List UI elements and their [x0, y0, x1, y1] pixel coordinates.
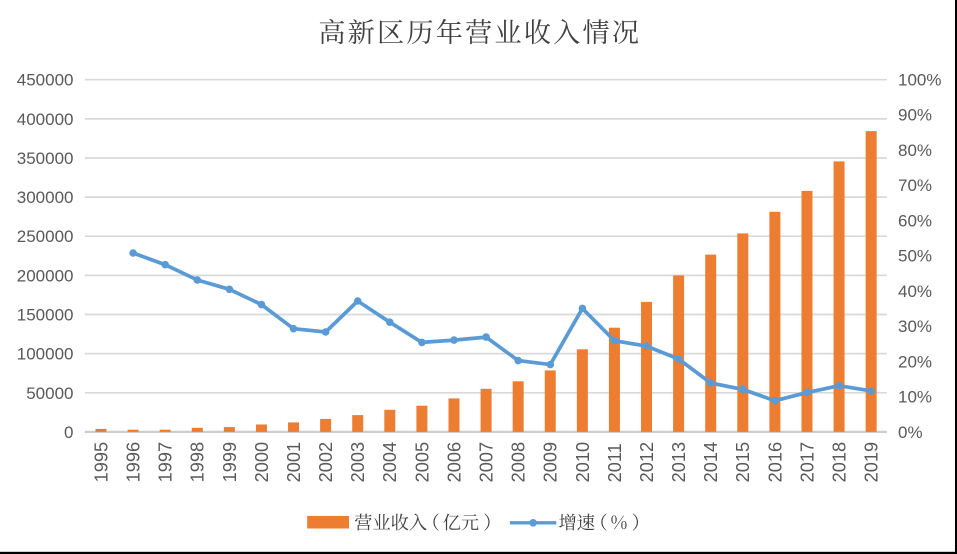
svg-text:2001: 2001	[284, 442, 304, 482]
svg-text:200000: 200000	[17, 266, 74, 285]
svg-text:2002: 2002	[316, 442, 336, 482]
svg-text:2003: 2003	[348, 442, 368, 482]
svg-text:2007: 2007	[477, 442, 497, 482]
svg-text:2000: 2000	[252, 442, 272, 482]
svg-text:1999: 1999	[220, 442, 240, 482]
svg-text:2004: 2004	[380, 442, 400, 482]
svg-text:250000: 250000	[17, 227, 74, 246]
svg-text:50%: 50%	[898, 247, 932, 266]
svg-text:2005: 2005	[412, 442, 432, 482]
svg-text:60%: 60%	[898, 212, 932, 231]
svg-text:2006: 2006	[444, 442, 464, 482]
svg-text:450000: 450000	[17, 71, 74, 90]
svg-text:2012: 2012	[637, 442, 657, 482]
svg-text:2014: 2014	[701, 442, 721, 482]
svg-text:100%: 100%	[898, 71, 941, 90]
svg-text:400000: 400000	[17, 110, 74, 129]
svg-text:2009: 2009	[541, 442, 561, 482]
svg-text:2015: 2015	[733, 442, 753, 482]
svg-text:150000: 150000	[17, 306, 74, 325]
svg-text:2008: 2008	[509, 442, 529, 482]
svg-text:2016: 2016	[765, 442, 785, 482]
svg-text:2011: 2011	[605, 443, 625, 482]
svg-text:100000: 100000	[17, 345, 74, 364]
svg-text:50000: 50000	[26, 384, 73, 403]
svg-text:1995: 1995	[91, 442, 111, 482]
svg-text:2010: 2010	[573, 442, 593, 482]
svg-text:2017: 2017	[797, 442, 817, 482]
svg-text:300000: 300000	[17, 188, 74, 207]
svg-text:0%: 0%	[898, 423, 923, 442]
svg-text:10%: 10%	[898, 388, 932, 407]
svg-text:20%: 20%	[898, 352, 932, 371]
svg-text:2019: 2019	[862, 442, 882, 482]
svg-text:1998: 1998	[188, 442, 208, 482]
svg-text:30%: 30%	[898, 317, 932, 336]
svg-text:350000: 350000	[17, 149, 74, 168]
svg-text:80%: 80%	[898, 141, 932, 160]
svg-text:40%: 40%	[898, 282, 932, 301]
svg-text:2018: 2018	[830, 442, 850, 482]
svg-text:1996: 1996	[124, 442, 144, 482]
svg-text:70%: 70%	[898, 176, 932, 195]
svg-text:90%: 90%	[898, 106, 932, 125]
svg-text:1997: 1997	[156, 442, 176, 482]
svg-text:2013: 2013	[669, 442, 689, 482]
svg-text:0: 0	[64, 423, 73, 442]
